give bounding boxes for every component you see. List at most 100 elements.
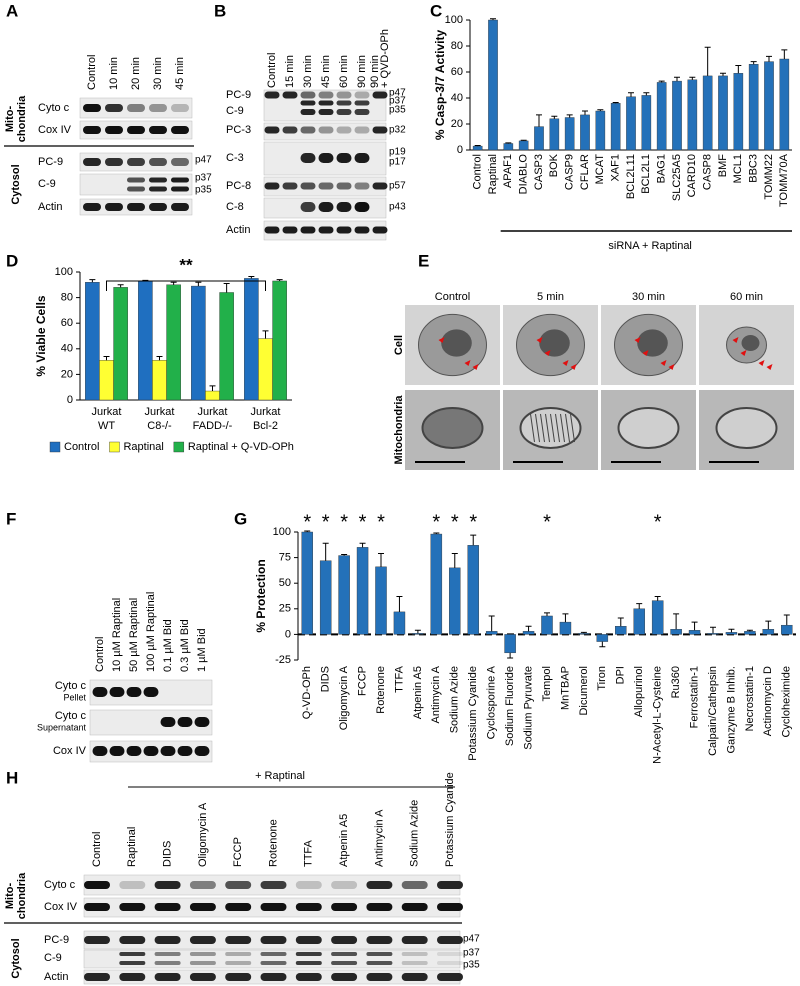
error-bar bbox=[262, 330, 269, 339]
band bbox=[119, 973, 146, 981]
nucleus bbox=[539, 329, 570, 357]
bar bbox=[272, 280, 287, 401]
band-size-label: p47 bbox=[463, 934, 480, 945]
bar bbox=[113, 287, 128, 401]
error-bar bbox=[341, 554, 348, 556]
x-tick-label: Tiron bbox=[596, 666, 608, 691]
lane-label: Oligomycin A bbox=[197, 802, 209, 867]
bar bbox=[718, 75, 728, 151]
lane-label: Atpenin A5 bbox=[338, 814, 350, 867]
bar bbox=[559, 621, 572, 635]
band bbox=[260, 936, 287, 944]
panel-letter: G bbox=[234, 509, 247, 528]
y-tick-label: 25 bbox=[279, 603, 291, 615]
band bbox=[318, 126, 334, 134]
arrowhead bbox=[642, 350, 649, 356]
band bbox=[300, 153, 316, 163]
error-bar bbox=[617, 617, 624, 627]
error-bar bbox=[396, 596, 403, 612]
lane-label: 20 min bbox=[130, 57, 142, 90]
band bbox=[171, 126, 189, 134]
band bbox=[171, 104, 189, 112]
x-tick-label: TOMM22 bbox=[763, 154, 775, 200]
bar bbox=[651, 600, 664, 635]
bar bbox=[702, 75, 713, 151]
x-tick-label: Sodium Pyruvate bbox=[522, 666, 534, 750]
band bbox=[282, 126, 298, 134]
x-tick-label: Cycloheximide bbox=[781, 666, 793, 738]
x-tick-label: Cyclosporine A bbox=[486, 665, 498, 739]
x-tick-label: Q-VD-OPh bbox=[301, 666, 313, 719]
crista bbox=[570, 413, 575, 443]
x-tick-label: Ferrostatin-1 bbox=[688, 666, 700, 728]
band bbox=[154, 973, 181, 981]
error-bar bbox=[490, 18, 496, 20]
y-tick-label: 80 bbox=[61, 292, 73, 304]
x-tick-label: DIABLO bbox=[518, 154, 530, 195]
band bbox=[372, 126, 388, 134]
lane-label: FCCP bbox=[232, 837, 244, 867]
band bbox=[336, 91, 352, 99]
band bbox=[295, 903, 322, 911]
x-tick-label: Bcl-2 bbox=[253, 420, 278, 432]
blot-strip bbox=[79, 173, 193, 196]
panel-letter: A bbox=[6, 1, 18, 20]
band-size-label: p19 bbox=[389, 147, 406, 158]
error-bar bbox=[470, 534, 477, 546]
error-bar bbox=[195, 281, 202, 287]
bar bbox=[534, 126, 544, 151]
band bbox=[300, 126, 316, 134]
band bbox=[119, 936, 146, 944]
lane-label: 30 min bbox=[302, 55, 314, 88]
error-bar bbox=[544, 612, 550, 616]
bar bbox=[764, 61, 774, 151]
bar bbox=[319, 560, 332, 635]
band bbox=[295, 936, 322, 944]
lane-label: DIDS bbox=[162, 841, 174, 867]
band bbox=[194, 717, 210, 727]
band bbox=[295, 961, 322, 965]
y-tick-label: 50 bbox=[279, 577, 291, 589]
bar bbox=[779, 58, 790, 151]
band bbox=[149, 203, 167, 211]
band bbox=[225, 903, 252, 911]
band bbox=[154, 881, 181, 889]
significance-marker: * bbox=[654, 511, 662, 533]
error-bar bbox=[636, 603, 643, 609]
y-tick-label: 60 bbox=[451, 66, 463, 78]
legend-swatch bbox=[109, 441, 120, 453]
band bbox=[84, 903, 110, 911]
row-label: Cox IV bbox=[44, 901, 78, 913]
significance-marker: * bbox=[340, 511, 348, 533]
lane-label: Rotenone bbox=[267, 819, 279, 867]
row-label: Cyto c bbox=[38, 102, 70, 114]
x-tick-label: FCCP bbox=[356, 666, 368, 696]
panel-letter: E bbox=[418, 251, 429, 270]
row-label: C-3 bbox=[226, 152, 244, 164]
bar bbox=[449, 567, 461, 635]
row-label: Cyto c bbox=[55, 710, 87, 722]
column-label: 60 min bbox=[730, 291, 763, 303]
error-bar bbox=[378, 553, 384, 567]
arrowhead bbox=[660, 360, 667, 366]
band bbox=[282, 226, 298, 234]
x-tick-label: Potassium Cyanide bbox=[467, 666, 479, 761]
row-label: Actin bbox=[38, 201, 62, 213]
x-tick-label: Oligomycin A bbox=[338, 665, 350, 730]
x-tick-label: Antimycin A bbox=[430, 665, 442, 723]
annotation: siRNA + Raptinal bbox=[608, 240, 691, 252]
bar bbox=[725, 632, 738, 635]
x-tick-label: Jurkat bbox=[251, 406, 281, 418]
band bbox=[260, 952, 287, 956]
y-tick-label: 40 bbox=[61, 343, 73, 355]
column-label: 30 min bbox=[632, 291, 665, 303]
bar bbox=[744, 631, 756, 635]
x-tick-label: N-Acetyl-L-Cysteine bbox=[652, 666, 664, 764]
error-bar bbox=[597, 109, 604, 111]
column-label: 5 min bbox=[537, 291, 564, 303]
band bbox=[331, 952, 358, 956]
arrowhead bbox=[634, 337, 641, 343]
lane-label: 0.1 µM Bid bbox=[162, 619, 174, 672]
crista bbox=[565, 413, 570, 443]
row-label: Actin bbox=[226, 224, 250, 236]
